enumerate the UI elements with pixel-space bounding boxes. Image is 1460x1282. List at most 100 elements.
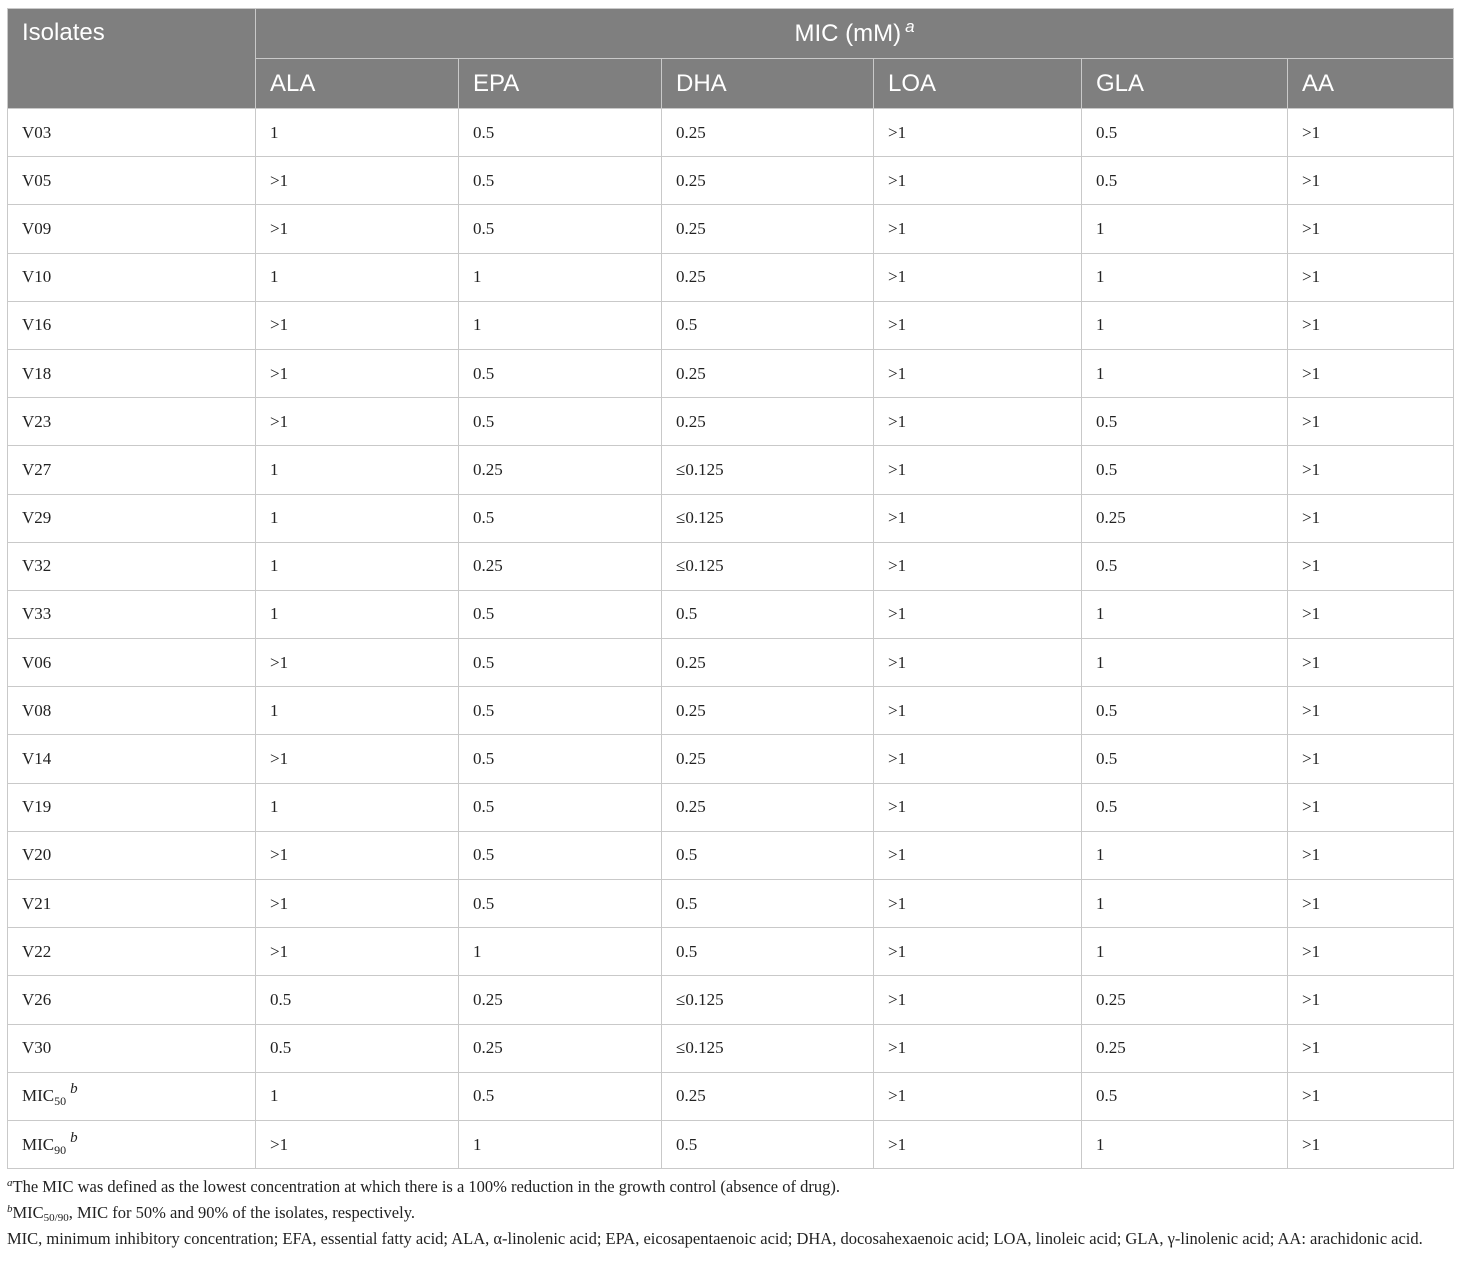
table-cell: 1: [1081, 1119, 1288, 1170]
table-cell: >1: [1286, 975, 1455, 1025]
table-cell: 1: [255, 445, 459, 495]
column-header-loa: LOA: [873, 58, 1082, 109]
table-cell: 0.25: [661, 638, 874, 688]
table-cell: 0.5: [458, 734, 662, 784]
footnote-b-marker: b: [70, 1129, 78, 1146]
table-cell: 1: [458, 1119, 662, 1170]
table-cell: 0.25: [458, 1023, 662, 1073]
table-cell: >1: [1286, 348, 1455, 399]
table-cell: >1: [1286, 252, 1455, 302]
table-row: V09 >1 0.5 0.25 >1 1 >1: [7, 204, 1455, 254]
table-cell: 0.5: [255, 975, 459, 1025]
table-cell: >1: [1286, 493, 1455, 543]
header-row-group: Isolates MIC (mM) a: [7, 8, 1455, 109]
table-row: V10 1 1 0.25 >1 1 >1: [7, 252, 1455, 302]
table-cell: ≤0.125: [661, 445, 874, 495]
table-cell: >1: [255, 300, 459, 350]
table-cell: 0.5: [661, 927, 874, 977]
table-cell: >1: [1286, 1023, 1455, 1073]
table-cell: >1: [873, 878, 1082, 929]
column-header-dha: DHA: [661, 58, 874, 109]
table-cell: >1: [1286, 445, 1455, 495]
table-cell: 0.5: [1081, 541, 1288, 591]
footnote-abbreviations: MIC, minimum inhibitory concentration; E…: [7, 1229, 1423, 1249]
table-cell: >1: [1286, 156, 1455, 206]
table-row: V22 >1 1 0.5 >1 1 >1: [7, 927, 1455, 977]
table-cell: >1: [255, 348, 459, 399]
table-cell: 0.5: [1081, 1071, 1288, 1121]
table-cell: 1: [1081, 589, 1288, 640]
table-cell: >1: [1286, 638, 1455, 688]
table-cell: 0.5: [1081, 734, 1288, 784]
table-cell: 0.25: [661, 782, 874, 832]
table-row: V33 1 0.5 0.5 >1 1 >1: [7, 589, 1455, 640]
table-cell: >1: [873, 830, 1082, 881]
table-cell: 0.5: [458, 638, 662, 688]
table-cell: >1: [873, 1119, 1082, 1170]
table-cell: 1: [458, 252, 662, 302]
table-cell: >1: [873, 541, 1082, 591]
table-cell: >1: [873, 975, 1082, 1025]
table-cell: 0.25: [661, 686, 874, 736]
summary-label-cell: MIC90b: [7, 1119, 256, 1170]
table-cell: >1: [873, 782, 1082, 832]
table-cell: >1: [1286, 541, 1455, 591]
table-wrapper: Isolates MIC (mM) a ALA EPA DHA LOA GLA AA V03…: [7, 8, 1455, 1251]
table-row: V14 >1 0.5 0.25 >1 0.5 >1: [7, 734, 1455, 784]
table-cell: V03: [7, 107, 256, 158]
table-row: V27 1 0.25 ≤0.125 >1 0.5 >1: [7, 445, 1455, 495]
table-cell: 1: [458, 927, 662, 977]
table-cell: 0.5: [1081, 107, 1288, 158]
table-cell: >1: [873, 107, 1082, 158]
table-cell: >1: [1286, 734, 1455, 784]
table-cell: 0.25: [661, 348, 874, 399]
table-row: V20 >1 0.5 0.5 >1 1 >1: [7, 830, 1455, 881]
table-cell: >1: [1286, 107, 1455, 158]
table-row: V30 0.5 0.25 ≤0.125 >1 0.25 >1: [7, 1023, 1455, 1073]
table-cell: 0.5: [458, 204, 662, 254]
table-cell: ≤0.125: [661, 975, 874, 1025]
table-cell: 0.25: [661, 156, 874, 206]
table-cell: >1: [1286, 782, 1455, 832]
table-cell: 0.5: [255, 1023, 459, 1073]
table-cell: 1: [1081, 927, 1288, 977]
table-cell: 1: [255, 589, 459, 640]
table-cell: 0.25: [661, 252, 874, 302]
table-cell: >1: [1286, 204, 1455, 254]
table-cell: V33: [7, 589, 256, 640]
footnote-b: bMIC50/90, MIC for 50% and 90% of the is…: [7, 1203, 415, 1225]
table-cell: >1: [1286, 1071, 1455, 1121]
table-cell: V22: [7, 927, 256, 977]
table-cell: 0.25: [458, 541, 662, 591]
table-cell: >1: [1286, 1119, 1455, 1170]
summary-label: MIC: [22, 1134, 55, 1154]
table-row: V19 1 0.5 0.25 >1 0.5 >1: [7, 782, 1455, 832]
table-cell: 1: [1081, 204, 1288, 254]
table-cell: V30: [7, 1023, 256, 1073]
table-header: Isolates MIC (mM) a ALA EPA DHA LOA GLA AA: [7, 8, 1455, 109]
column-header-aa: AA: [1286, 58, 1455, 109]
table-row: V06 >1 0.5 0.25 >1 1 >1: [7, 638, 1455, 688]
table-cell: >1: [1286, 397, 1455, 447]
table-cell: >1: [255, 878, 459, 929]
table-cell: 1: [255, 686, 459, 736]
table-cell: 0.5: [458, 830, 662, 881]
summary-subscript: 50: [54, 1094, 67, 1109]
table-cell: 0.5: [661, 300, 874, 350]
table-cell: 0.5: [458, 686, 662, 736]
table-cell: >1: [873, 734, 1082, 784]
table-cell: >1: [873, 686, 1082, 736]
table-cell: 1: [255, 541, 459, 591]
table-cell: V08: [7, 686, 256, 736]
column-header-epa: EPA: [458, 58, 662, 109]
table-cell: V26: [7, 975, 256, 1025]
table-cell: 0.25: [1081, 493, 1288, 543]
table-cell: 1: [255, 1071, 459, 1121]
table-cell: 0.25: [1081, 1023, 1288, 1073]
table-cell: 0.5: [1081, 686, 1288, 736]
table-cell: 0.25: [661, 397, 874, 447]
table-cell: >1: [255, 397, 459, 447]
table-cell: 0.5: [661, 589, 874, 640]
table-cell: 0.25: [661, 734, 874, 784]
table-cell: >1: [1286, 686, 1455, 736]
